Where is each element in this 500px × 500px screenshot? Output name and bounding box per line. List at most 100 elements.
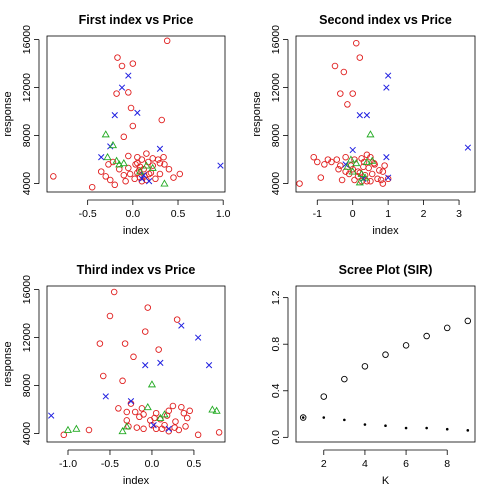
x-tick-label: 0 bbox=[350, 208, 356, 220]
data-point bbox=[88, 183, 96, 191]
data-point bbox=[145, 170, 153, 178]
y-tick-label: 16000 bbox=[270, 25, 282, 54]
data-point bbox=[118, 62, 126, 70]
data-point bbox=[443, 324, 451, 332]
y-tick-label: 8000 bbox=[21, 374, 33, 398]
x-tick-label: -1 bbox=[313, 208, 322, 220]
data-point bbox=[148, 163, 157, 171]
data-point bbox=[118, 426, 127, 435]
data-point bbox=[169, 402, 177, 410]
data-point bbox=[404, 426, 408, 430]
data-point bbox=[122, 177, 129, 185]
data-point bbox=[155, 346, 162, 353]
data-point bbox=[63, 425, 73, 433]
y-axis-label: response bbox=[2, 91, 14, 136]
data-point bbox=[129, 60, 137, 67]
data-point bbox=[126, 170, 134, 178]
series-triangle bbox=[63, 380, 221, 435]
data-point bbox=[331, 62, 339, 70]
data-point bbox=[464, 317, 472, 325]
data-point bbox=[147, 169, 155, 177]
data-point bbox=[343, 418, 346, 422]
data-point bbox=[142, 362, 149, 369]
data-point bbox=[144, 304, 152, 311]
x-tick-label: 0.0 bbox=[126, 208, 141, 220]
data-point bbox=[194, 431, 202, 439]
data-point bbox=[149, 162, 156, 169]
data-point bbox=[384, 424, 387, 428]
data-point bbox=[98, 154, 105, 161]
series-triangle bbox=[101, 130, 169, 187]
data-point bbox=[333, 156, 341, 163]
data-point bbox=[299, 414, 307, 421]
data-point bbox=[296, 180, 303, 187]
data-point bbox=[115, 405, 122, 412]
data-point bbox=[340, 68, 348, 76]
x-axis-label: index bbox=[123, 225, 150, 237]
data-point bbox=[113, 90, 120, 97]
data-point bbox=[102, 173, 109, 180]
data-point bbox=[445, 427, 449, 431]
data-point bbox=[365, 164, 372, 172]
data-point bbox=[356, 54, 364, 61]
x-tick-label: 6 bbox=[403, 458, 409, 470]
data-point bbox=[344, 101, 351, 108]
data-point bbox=[102, 393, 109, 400]
data-point bbox=[143, 150, 150, 157]
data-point bbox=[178, 322, 185, 329]
y-tick-label: 1.2 bbox=[270, 290, 282, 305]
data-point bbox=[176, 170, 184, 178]
data-point bbox=[122, 422, 131, 430]
data-point bbox=[125, 164, 132, 172]
data-point bbox=[152, 425, 160, 433]
data-point bbox=[368, 170, 376, 178]
y-tick-label: 12000 bbox=[21, 323, 33, 352]
plot-frame bbox=[46, 285, 226, 443]
series-circle bbox=[60, 288, 223, 439]
data-point bbox=[150, 422, 157, 429]
data-point bbox=[170, 174, 177, 181]
data-point bbox=[127, 398, 135, 405]
data-point bbox=[118, 84, 126, 91]
data-point bbox=[112, 156, 121, 164]
y-tick-label: 4000 bbox=[21, 172, 33, 196]
data-point bbox=[342, 168, 349, 175]
data-point bbox=[165, 165, 173, 173]
data-point bbox=[145, 178, 153, 185]
x-axis-label: K bbox=[382, 475, 390, 487]
data-point bbox=[111, 181, 119, 189]
y-tick-label: 4000 bbox=[270, 172, 282, 196]
data-point bbox=[385, 72, 392, 79]
data-point bbox=[116, 165, 123, 173]
data-point bbox=[321, 161, 328, 168]
data-point bbox=[367, 177, 374, 185]
series-open-circle bbox=[299, 317, 472, 421]
x-tick-label: 0.5 bbox=[187, 458, 202, 470]
data-point bbox=[152, 175, 159, 183]
series-dot bbox=[301, 416, 470, 432]
data-point bbox=[134, 159, 141, 167]
data-point bbox=[156, 170, 164, 178]
data-point bbox=[50, 173, 57, 180]
data-point bbox=[114, 54, 121, 61]
data-point bbox=[142, 161, 151, 169]
x-axis-label: index bbox=[372, 225, 399, 237]
data-point bbox=[363, 112, 371, 119]
data-point bbox=[351, 176, 358, 184]
data-point bbox=[123, 408, 131, 416]
data-point bbox=[156, 145, 164, 152]
data-point bbox=[111, 112, 118, 119]
data-point bbox=[60, 431, 68, 439]
y-axis-label: response bbox=[2, 341, 14, 386]
series-cross bbox=[342, 72, 472, 182]
x-tick-label: 8 bbox=[444, 458, 450, 470]
data-point bbox=[106, 312, 114, 320]
y-tick-label: 12000 bbox=[21, 73, 33, 102]
y-tick-label: 12000 bbox=[270, 73, 282, 102]
data-point bbox=[180, 409, 188, 417]
data-point bbox=[212, 406, 221, 414]
data-point bbox=[165, 425, 172, 432]
data-point bbox=[175, 426, 183, 434]
data-point bbox=[317, 174, 325, 181]
x-tick-label: -0.5 bbox=[101, 458, 119, 470]
